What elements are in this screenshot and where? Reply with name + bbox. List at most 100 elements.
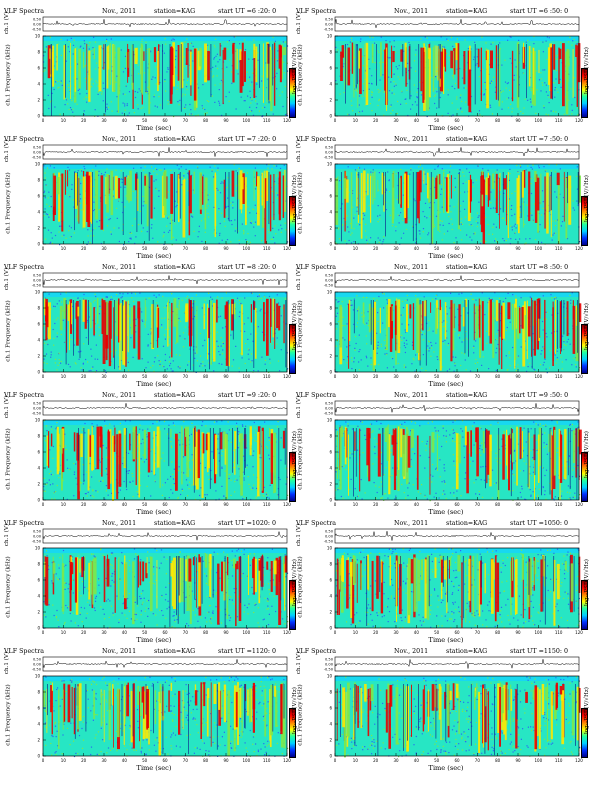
spectrogram-speckle: [222, 182, 224, 184]
spectrogram-speckle: [142, 106, 144, 108]
spectrogram-burst: [572, 305, 576, 354]
spectrogram-speckle: [167, 68, 169, 70]
spectrogram-speckle: [360, 479, 362, 481]
spectrogram-speckle: [366, 242, 369, 244]
spectrogram-speckle: [269, 221, 271, 223]
spectrogram-speckle: [490, 191, 492, 193]
spectrogram-speckle: [353, 323, 355, 325]
spectrogram-speckle: [115, 81, 117, 83]
spectrogram-speckle: [380, 463, 382, 465]
ts-tick-label: -0.50: [32, 156, 42, 160]
spectrogram-speckle: [171, 244, 173, 246]
x-tick-label: 90: [223, 502, 229, 507]
spectrogram-speckle: [403, 364, 405, 366]
spectrogram-speckle: [164, 338, 166, 340]
spectrogram-speckle: [495, 352, 497, 354]
spectrogram-speckle: [419, 370, 421, 373]
spectrogram-speckle: [577, 421, 579, 423]
spectrogram-speckle: [150, 342, 152, 344]
spectrogram-speckle: [495, 338, 498, 340]
spectrogram-speckle: [388, 90, 391, 92]
spectrogram-speckle: [164, 334, 166, 336]
spectrogram-speckle: [146, 48, 148, 50]
spectrogram-burst: [101, 298, 104, 334]
spectrogram-speckle: [186, 38, 188, 40]
spectrogram-speckle: [172, 236, 174, 239]
spectrogram-speckle: [452, 186, 454, 188]
spectrogram-speckle: [227, 218, 229, 220]
spectrum-ylabel: ch.1 Frequency (kHz): [5, 428, 12, 490]
spectrogram-speckle: [473, 56, 475, 58]
spectrogram-speckle: [155, 188, 157, 190]
spectrogram-speckle: [274, 183, 276, 186]
spectrogram-speckle: [421, 441, 423, 443]
spectrogram-speckle: [48, 473, 50, 475]
spectrogram-speckle: [182, 443, 184, 445]
spectrogram-speckle: [396, 112, 398, 115]
spectrogram-speckle: [181, 187, 183, 189]
spectrogram-speckle: [380, 345, 383, 347]
spectrogram-speckle: [434, 94, 437, 96]
spectrogram-speckle: [425, 100, 427, 102]
spectrogram-speckle: [419, 455, 421, 457]
spectrogram-speckle: [579, 114, 581, 116]
spectrogram-burst: [99, 426, 103, 448]
spectrogram-speckle: [161, 494, 163, 496]
spectrogram-speckle: [405, 331, 407, 333]
spectrogram-speckle: [172, 312, 174, 314]
spectrogram-speckle: [425, 369, 427, 372]
spectrogram-speckle: [92, 185, 94, 188]
spectrogram-speckle: [377, 221, 379, 223]
spectrogram-speckle: [242, 454, 244, 457]
spectrogram-speckle: [384, 328, 386, 330]
x-tick-label: 50: [434, 374, 440, 379]
panel-date: Nov., 2011: [102, 264, 137, 271]
spectrogram-burst: [232, 42, 235, 83]
spectrogram-speckle: [265, 493, 268, 495]
spectrogram-speckle: [183, 472, 185, 474]
spectrogram-speckle: [258, 295, 260, 297]
spectrogram-speckle: [53, 337, 55, 340]
spectrogram-speckle: [444, 333, 446, 335]
panel-start-ut: start UT =8 :50: 0: [510, 264, 569, 271]
spectrogram-speckle: [92, 425, 94, 428]
spectrogram-speckle: [91, 476, 93, 478]
spectrogram-speckle: [172, 422, 174, 424]
spectrogram-speckle: [102, 100, 104, 102]
spectrogram-speckle: [207, 205, 209, 207]
spectrogram-speckle: [412, 341, 414, 343]
spectrogram-speckle: [260, 308, 262, 310]
spectrogram-speckle: [236, 185, 238, 187]
spectrogram-speckle: [370, 237, 372, 239]
spectrogram-speckle: [448, 173, 450, 175]
spectrogram-speckle: [223, 495, 225, 497]
spectrogram-speckle: [192, 302, 194, 304]
spectrogram-speckle: [48, 205, 50, 207]
spectrogram-burst: [236, 48, 238, 70]
spectrogram-speckle: [494, 240, 496, 242]
spectrogram-burst: [427, 172, 429, 199]
spectrogram-speckle: [404, 329, 406, 331]
spectrogram-speckle: [47, 197, 49, 199]
spectrogram-speckle: [416, 96, 418, 98]
spectrogram-speckle: [89, 242, 91, 244]
spectrogram-speckle: [87, 71, 89, 73]
spectrogram-speckle: [379, 62, 381, 64]
x-tick-label: 100: [243, 502, 251, 507]
spectrogram-speckle: [247, 348, 249, 350]
spectrogram-speckle: [156, 467, 158, 469]
spectrogram-speckle: [474, 362, 476, 365]
spectrogram-speckle: [465, 101, 467, 103]
x-tick-label: 40: [122, 502, 128, 507]
spectrogram-speckle: [522, 112, 524, 114]
spectrogram-speckle: [265, 492, 268, 494]
spectrogram-speckle: [253, 484, 255, 486]
spectrogram-speckle: [156, 168, 158, 171]
spectrogram-burst: [132, 426, 136, 460]
spectrogram-burst: [114, 427, 116, 445]
spectrogram-speckle: [150, 495, 152, 497]
x-tick-label: 0: [42, 374, 45, 379]
spectrogram-speckle: [239, 43, 241, 45]
spectrogram-speckle: [153, 96, 155, 98]
x-tick-label: 20: [373, 374, 379, 379]
